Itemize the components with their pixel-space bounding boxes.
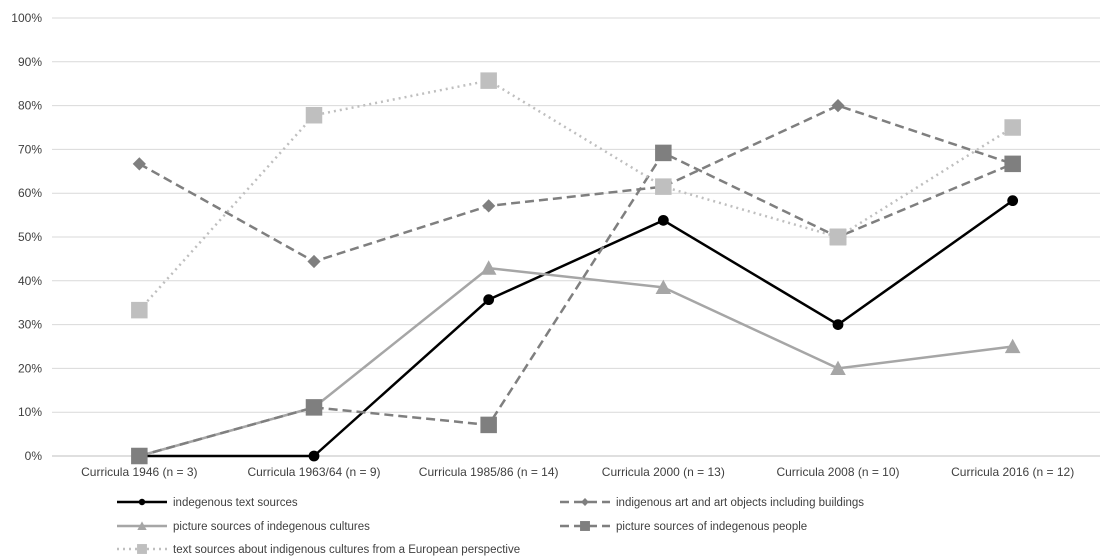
data-point <box>1004 155 1021 173</box>
data-point <box>480 416 497 434</box>
data-point <box>305 399 323 416</box>
series-layer <box>131 72 1021 465</box>
series-line <box>138 104 1014 263</box>
y-tick-label: 70% <box>18 142 42 156</box>
legend-marker <box>580 521 590 531</box>
series-line <box>139 199 1014 458</box>
data-point <box>832 319 844 330</box>
data-point <box>480 260 497 275</box>
y-tick-label: 50% <box>18 230 42 244</box>
series-line <box>138 266 1013 458</box>
legend-item: text sources about indigenous cultures f… <box>117 544 520 556</box>
legend-item: picture sources of indegenous cultures <box>117 521 370 533</box>
series-4 <box>131 144 1021 465</box>
legend-item: picture sources of indegenous people <box>560 521 807 533</box>
x-tick-label: Curricula 2016 (n = 12) <box>951 465 1074 479</box>
data-point <box>132 157 146 171</box>
legend-item: indigenous art and art objects including… <box>560 497 864 509</box>
legend-label: indegenous text sources <box>173 497 298 509</box>
series-5 <box>131 72 1021 319</box>
gridlines <box>52 17 1100 457</box>
data-point <box>830 360 846 376</box>
x-tick-label: Curricula 2008 (n = 10) <box>776 465 899 479</box>
legend-marker <box>581 498 589 506</box>
data-point <box>482 199 496 213</box>
y-tick-label: 40% <box>18 274 42 288</box>
y-tick-label: 90% <box>18 55 42 69</box>
data-point <box>1007 195 1019 207</box>
series-2 <box>132 99 1020 269</box>
legend-label: indigenous art and art objects including… <box>616 497 864 509</box>
data-point <box>305 106 323 124</box>
legend-marker <box>137 544 147 554</box>
data-point <box>655 178 672 195</box>
data-point <box>657 214 669 226</box>
data-point <box>131 447 148 465</box>
y-axis: 0% 10% 20% 30% 40% 50% 60% 70% 80% 90% 100% <box>11 11 42 463</box>
data-point <box>308 450 320 462</box>
y-tick-label: 20% <box>18 361 42 375</box>
y-tick-label: 30% <box>18 318 42 332</box>
series-line <box>138 79 1014 311</box>
x-tick-label: Curricula 1963/64 (n = 9) <box>247 465 380 479</box>
data-point <box>307 254 321 269</box>
legend-item: indegenous text sources <box>117 497 298 509</box>
data-point <box>1004 338 1021 354</box>
y-tick-label: 0% <box>25 449 43 463</box>
legend-label: text sources about indigenous cultures f… <box>173 544 520 556</box>
data-point <box>480 72 497 89</box>
x-axis: Curricula 1946 (n = 3) Curricula 1963/64 … <box>81 465 1074 479</box>
y-tick-label: 100% <box>11 11 42 25</box>
legend-label: picture sources of indegenous people <box>616 521 807 533</box>
x-tick-label: Curricula 1946 (n = 3) <box>81 465 197 479</box>
data-point <box>655 279 672 294</box>
data-point <box>655 144 672 162</box>
y-tick-label: 80% <box>18 99 42 113</box>
data-point <box>483 294 495 306</box>
legend-label: picture sources of indegenous cultures <box>173 521 370 533</box>
legend-marker <box>137 521 147 530</box>
data-point <box>829 228 847 246</box>
series-line <box>138 151 1014 458</box>
y-tick-label: 60% <box>18 186 42 200</box>
x-tick-label: Curricula 1985/86 (n = 14) <box>419 465 559 479</box>
data-point <box>1004 119 1021 136</box>
legend-marker <box>138 498 146 506</box>
data-point <box>831 99 845 113</box>
data-point <box>131 301 148 319</box>
legend: indegenous text sources indigenous art an… <box>117 497 864 556</box>
y-tick-label: 10% <box>18 405 42 419</box>
x-tick-label: Curricula 2000 (n = 13) <box>602 465 725 479</box>
